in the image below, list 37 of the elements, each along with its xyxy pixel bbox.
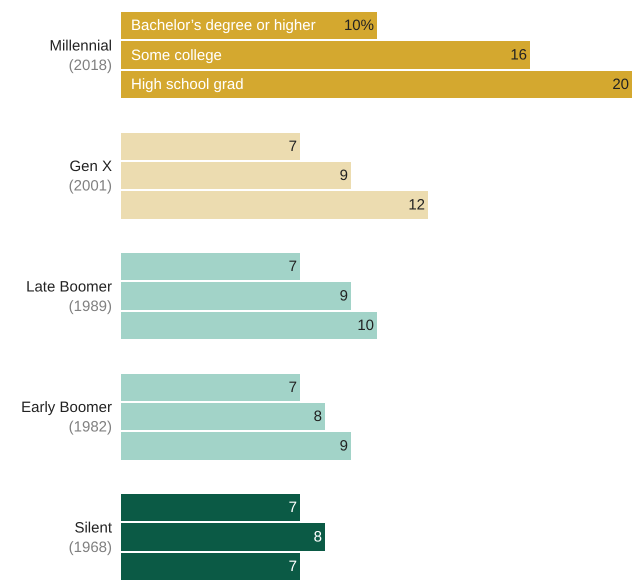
bar	[121, 374, 300, 401]
y-tick-label: Gen X (2001)	[68, 158, 112, 195]
y-tick-label: Early Boomer (1982)	[21, 399, 112, 436]
bar	[121, 133, 300, 160]
data-label: 9	[340, 288, 348, 304]
series-label: Bachelor’s degree or higher	[131, 17, 316, 34]
data-label: 10	[357, 317, 374, 334]
data-label: 7	[288, 558, 297, 575]
bar	[121, 523, 325, 551]
bar	[121, 41, 530, 69]
data-label: 7	[288, 138, 297, 155]
bar	[121, 403, 325, 430]
data-label: 7	[288, 379, 297, 396]
data-label: 7	[288, 499, 297, 516]
bar	[121, 312, 377, 339]
data-label: 20	[612, 76, 629, 93]
data-label: 8	[314, 528, 322, 546]
y-tick-label: Millennial (2018)	[49, 38, 112, 74]
y-tick-label: Silent (1968)	[68, 520, 113, 556]
series-label: High school grad	[131, 76, 244, 93]
data-label: 16	[510, 46, 527, 64]
y-tick-label: Late Boomer (1989)	[26, 278, 112, 316]
data-label: 8	[314, 408, 322, 425]
data-label: 9	[340, 167, 348, 184]
bar	[121, 162, 351, 189]
bar	[121, 282, 351, 310]
data-label: 7	[288, 258, 297, 275]
data-label: 9	[340, 438, 348, 454]
bar	[121, 253, 300, 280]
bar	[121, 191, 428, 219]
data-label: 12	[408, 196, 425, 214]
bar	[121, 494, 300, 521]
data-label: 10%	[344, 17, 374, 34]
series-label: Some college	[131, 47, 222, 64]
bar	[121, 553, 300, 580]
bar	[121, 71, 632, 98]
bar	[121, 432, 351, 460]
